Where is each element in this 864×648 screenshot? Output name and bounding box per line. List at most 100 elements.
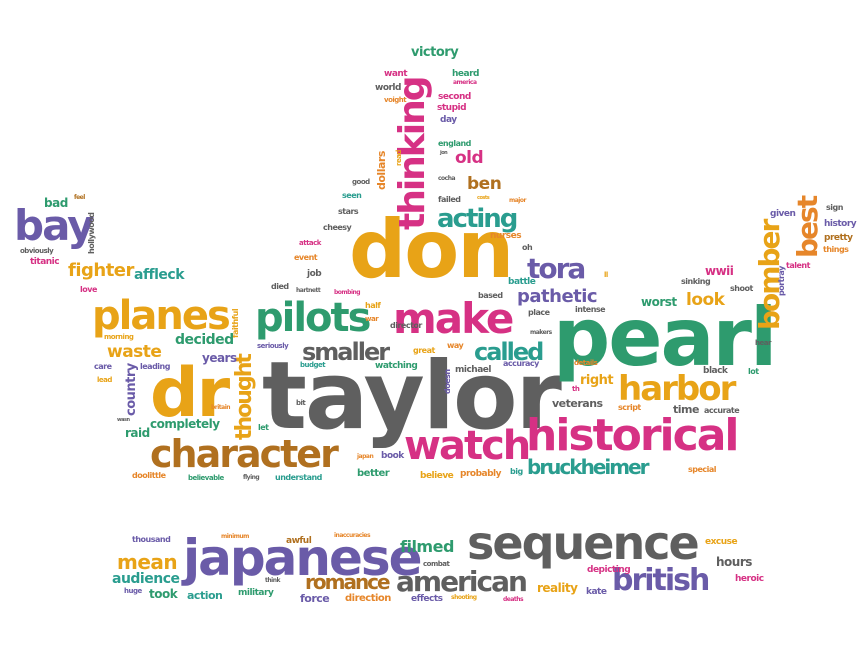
word-wwii: wwii (705, 264, 734, 278)
word-book: book (381, 451, 404, 461)
word-country: country (124, 363, 139, 416)
word-believe: believe (420, 471, 454, 481)
word-director: director (390, 321, 422, 330)
word-hartnett: hartnett (296, 287, 321, 294)
word-britain: britain (211, 404, 231, 411)
word-direction: direction (345, 593, 391, 604)
word-world: world (375, 83, 401, 93)
word-michael: michael (455, 365, 491, 375)
word-want: want (384, 69, 408, 79)
word-way: way (447, 341, 464, 350)
word-bad: bad (44, 196, 68, 210)
word-pretty: pretty (824, 233, 853, 243)
word-thousand: thousand (132, 535, 171, 544)
word-audience: audience (112, 571, 180, 587)
word-waste: waste (107, 342, 162, 362)
word-wasn: wasn (117, 417, 130, 423)
word-things: things (823, 245, 849, 254)
word-lot: lot (748, 367, 759, 376)
word-years: years (202, 351, 237, 365)
word-raid: raid (125, 426, 150, 440)
word-reality: reality (537, 581, 578, 595)
word-half: half (365, 301, 381, 310)
word-old: old (455, 148, 484, 168)
word-action: action (187, 589, 223, 602)
word-accurate: accurate (704, 406, 740, 415)
word-based: based (478, 291, 503, 300)
word-heroic: heroic (735, 574, 764, 584)
word-think: think (265, 577, 280, 584)
word-decided: decided (175, 332, 234, 348)
word-doolittle: doolittle (132, 471, 166, 480)
word-acting: acting (437, 204, 518, 234)
word-ll: ll (604, 271, 608, 279)
word-japan: japan (357, 453, 374, 460)
word-talent: talent (786, 261, 810, 270)
word-right: right (580, 373, 614, 388)
word-lead: lead (97, 376, 112, 384)
word-watch: watch (404, 423, 531, 469)
word-jon: jon (440, 150, 448, 156)
word-portray: portray (777, 266, 786, 296)
word-time: time (673, 403, 699, 416)
word-cocha: cocha (438, 175, 456, 182)
word-event: event (294, 253, 318, 262)
word-force: force (300, 592, 330, 605)
word-worst: worst (641, 295, 677, 309)
word-hear: hear (755, 339, 771, 347)
word-hours: hours (716, 555, 752, 569)
word-filmed: filmed (400, 537, 454, 556)
word-american: american (396, 565, 528, 598)
word-minimum: minimum (221, 533, 249, 540)
word-failed: failed (438, 195, 461, 204)
word-stars: stars (338, 207, 359, 216)
word-ben: ben (467, 174, 502, 194)
word-pearl: pearl (553, 291, 777, 384)
word-script: script (618, 403, 641, 412)
word-heard: heard (452, 69, 479, 79)
word-thought: thought (232, 355, 257, 440)
word-hollywood: hollywood (87, 212, 96, 255)
word-seriously: seriously (257, 342, 289, 350)
word-affleck: affleck (134, 267, 185, 283)
word-seen: seen (342, 191, 362, 200)
word-combat: combat (423, 560, 450, 568)
word-harbor: harbor (618, 369, 736, 409)
word-morning: morning (104, 333, 134, 341)
word-pathetic: pathetic (517, 286, 598, 307)
word-good: good (352, 178, 370, 186)
word-huge: huge (124, 587, 142, 595)
word-let: let (258, 423, 269, 432)
word-tora: tora (527, 252, 586, 285)
word-planes: planes (92, 293, 231, 339)
word-bay: bay (14, 201, 94, 250)
word-th: th (572, 385, 580, 393)
word-history: history (824, 219, 857, 229)
word-character: character (150, 432, 339, 476)
word-oh: oh (522, 243, 533, 252)
word-black: black (703, 366, 728, 376)
word-flying: flying (243, 474, 260, 481)
word-place: place (528, 308, 550, 317)
word-dr: dr (150, 354, 230, 433)
word-special: special (688, 465, 717, 474)
word-voight: voight (384, 96, 407, 104)
word-england: england (438, 139, 471, 148)
word-make: make (393, 294, 514, 343)
word-bit: bit (296, 399, 306, 407)
word-feel: feel (74, 194, 85, 201)
word-look: look (686, 290, 725, 310)
word-titanic: titanic (30, 257, 60, 267)
word-shoot: shoot (730, 284, 753, 293)
word-war: war (365, 315, 379, 323)
word-completely: completely (150, 417, 220, 431)
word-costs: costs (477, 195, 490, 201)
word-leading: leading (140, 362, 170, 371)
word-understand: understand (275, 473, 322, 482)
word-dollars: dollars (375, 151, 388, 190)
word-smaller: smaller (302, 338, 390, 366)
word-nurses: nurses (490, 231, 522, 241)
word-veterans: veterans (552, 397, 603, 410)
word-kate: kate (586, 587, 607, 597)
